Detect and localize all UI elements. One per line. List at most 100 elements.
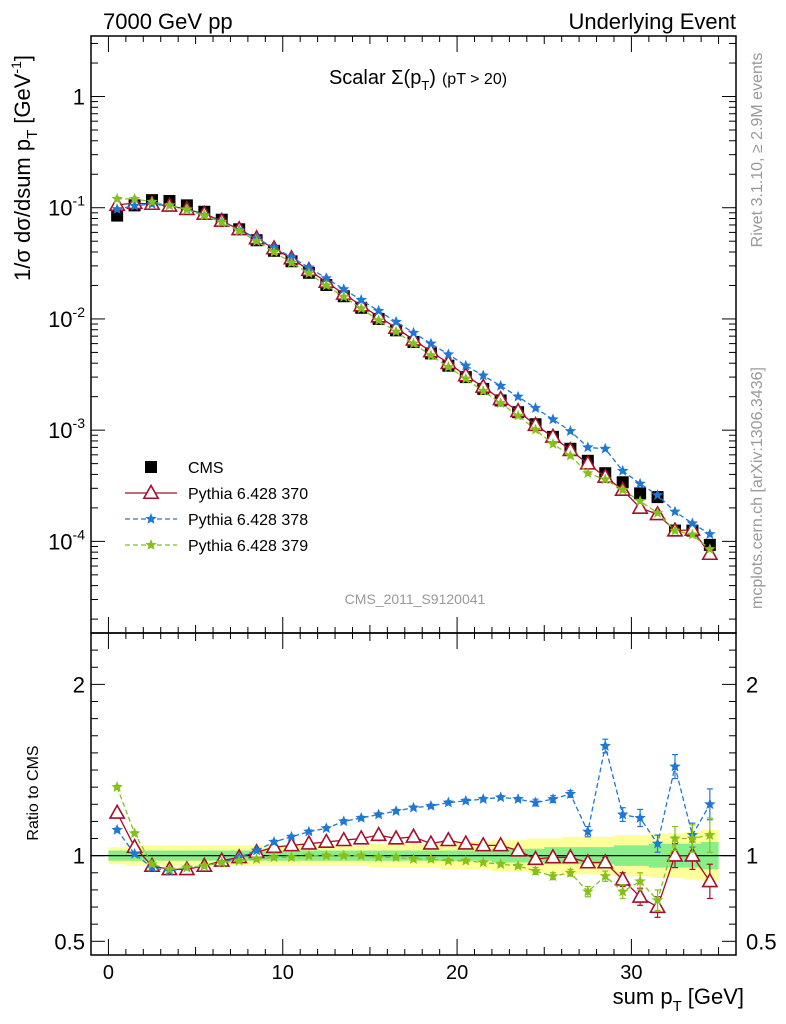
ratio-point [457,834,475,850]
x-axis-label: sum pT [GeV] [613,984,744,1015]
ratio-point [268,836,280,847]
data-point [704,543,716,555]
x-tick-label: 0 [103,962,114,984]
series-pythia-6-428-370 [108,193,719,561]
ratio-point [495,858,507,870]
ratio-point [355,849,367,861]
title-cut: (pT > 20) [442,71,507,88]
legend-entry: Pythia 6.428 370 [125,483,308,503]
legend-label: CMS [188,460,224,477]
ratio-point [163,863,176,875]
ratio-point [387,829,405,845]
data-point [390,325,402,337]
ratio-point [509,841,527,857]
main-axes: 110-110-210-310-4 [48,36,736,633]
ratio-point [285,830,298,842]
ratio-point [439,831,457,847]
data-point [460,359,472,371]
ratio-panel: 0 10 20 30 0.5 0.5 1 1 2 2 [54,632,777,984]
x-tick-label: 10 [272,962,294,984]
ratio-point [460,794,472,806]
ratio-point [704,829,716,840]
title-main: Scalar Σ(p [329,67,421,89]
y-tick-label: 1 [73,85,85,110]
legend-marker [145,461,157,473]
data-point [128,199,141,211]
data-point [128,192,141,204]
ratio-point [701,872,719,888]
data-point [338,290,350,302]
data-point [634,477,646,489]
title-close: ) [429,67,436,89]
data-point [442,361,455,372]
ratio-point [216,856,228,868]
ratio-point [579,853,597,869]
data-point [146,195,158,207]
ratio-point [338,849,350,861]
legend-entry: Pythia 6.428 378 [125,512,308,529]
legend: CMS Pythia 6.428 370 Pythia 6.428 378 Pythi… [125,460,308,555]
data-point [407,337,420,349]
data-point [547,438,559,449]
y-tick-base: 1 [73,85,85,110]
data-point [460,372,472,384]
ratio-point [512,793,524,804]
ratio-point [666,846,684,862]
ratio-point [596,853,614,869]
ratio-point [599,740,611,751]
data-point [651,489,664,501]
data-point [477,385,489,396]
y-tick-exponent: -2 [73,304,86,320]
ratio-point [390,851,402,863]
data-point [111,192,123,204]
ratio-point [460,854,472,866]
ratio-point [422,834,440,850]
data-point [407,326,420,338]
ratio-point [425,853,437,864]
main-panel: 110-110-210-310-4 CMS_2011_S9120041 Scal… [48,35,737,634]
ratio-point [303,825,315,837]
data-point [686,517,699,529]
data-point [512,409,524,421]
ratio-point [474,836,492,852]
ratio-point [544,848,562,864]
ratio-y-tick-label: 2 [73,672,85,697]
ratio-point [108,803,126,819]
y-tick-label: 10-3 [48,415,85,443]
data-point [372,304,385,316]
x-tick-label: 20 [446,962,468,984]
data-point [651,507,664,518]
data-point [355,294,367,305]
ratio-point [198,859,210,871]
main-series-group [108,192,719,561]
data-point [547,413,559,425]
data-point [631,498,649,514]
legend-marker [145,513,157,524]
plot-title: Scalar Σ(pT) (pT > 20) [329,67,507,93]
ratio-point [547,793,559,804]
y-tick-base: 10 [48,529,72,554]
y-tick-base: 10 [48,307,72,332]
data-point [686,528,699,540]
ratio-point [282,836,300,852]
data-point [617,483,629,495]
ratio-point [317,832,335,849]
data-point [250,235,263,247]
ratio-point [320,849,332,861]
ratio-frame [90,632,737,956]
data-point [477,369,489,381]
data-point [303,261,315,273]
data-point [582,467,594,479]
data-point [564,449,577,461]
data-point [442,348,455,360]
ratio-y-tick-label-right: 0.5 [746,929,777,954]
ratio-point [111,781,123,792]
data-point [320,279,332,291]
y-tick-label: 10-1 [48,193,85,221]
legend-label: Pythia 6.428 378 [188,512,308,529]
ratio-point [268,851,280,863]
ratio-point [181,861,193,873]
data-point [634,495,646,506]
y-tick-exponent: -1 [73,193,86,209]
